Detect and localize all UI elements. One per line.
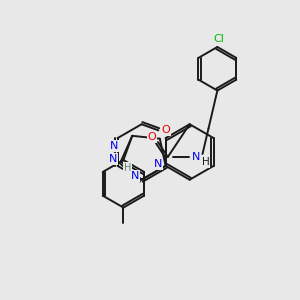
- Text: H: H: [124, 163, 131, 173]
- Text: N: N: [154, 159, 162, 169]
- Text: H: H: [202, 157, 209, 167]
- Text: Cl: Cl: [213, 34, 224, 44]
- Text: N: N: [110, 141, 118, 151]
- Text: N: N: [109, 154, 117, 164]
- Text: N: N: [191, 152, 200, 162]
- Text: O: O: [161, 125, 170, 135]
- Text: N: N: [130, 171, 139, 181]
- Text: O: O: [148, 132, 156, 142]
